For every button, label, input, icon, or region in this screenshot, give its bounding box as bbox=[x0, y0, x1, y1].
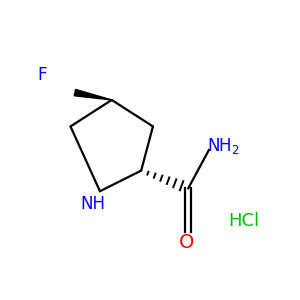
Text: O: O bbox=[179, 233, 194, 252]
Polygon shape bbox=[74, 89, 112, 100]
Text: F: F bbox=[38, 66, 47, 84]
Text: NH: NH bbox=[80, 196, 105, 214]
Text: HCl: HCl bbox=[229, 212, 260, 230]
Text: NH$_2$: NH$_2$ bbox=[207, 136, 240, 156]
